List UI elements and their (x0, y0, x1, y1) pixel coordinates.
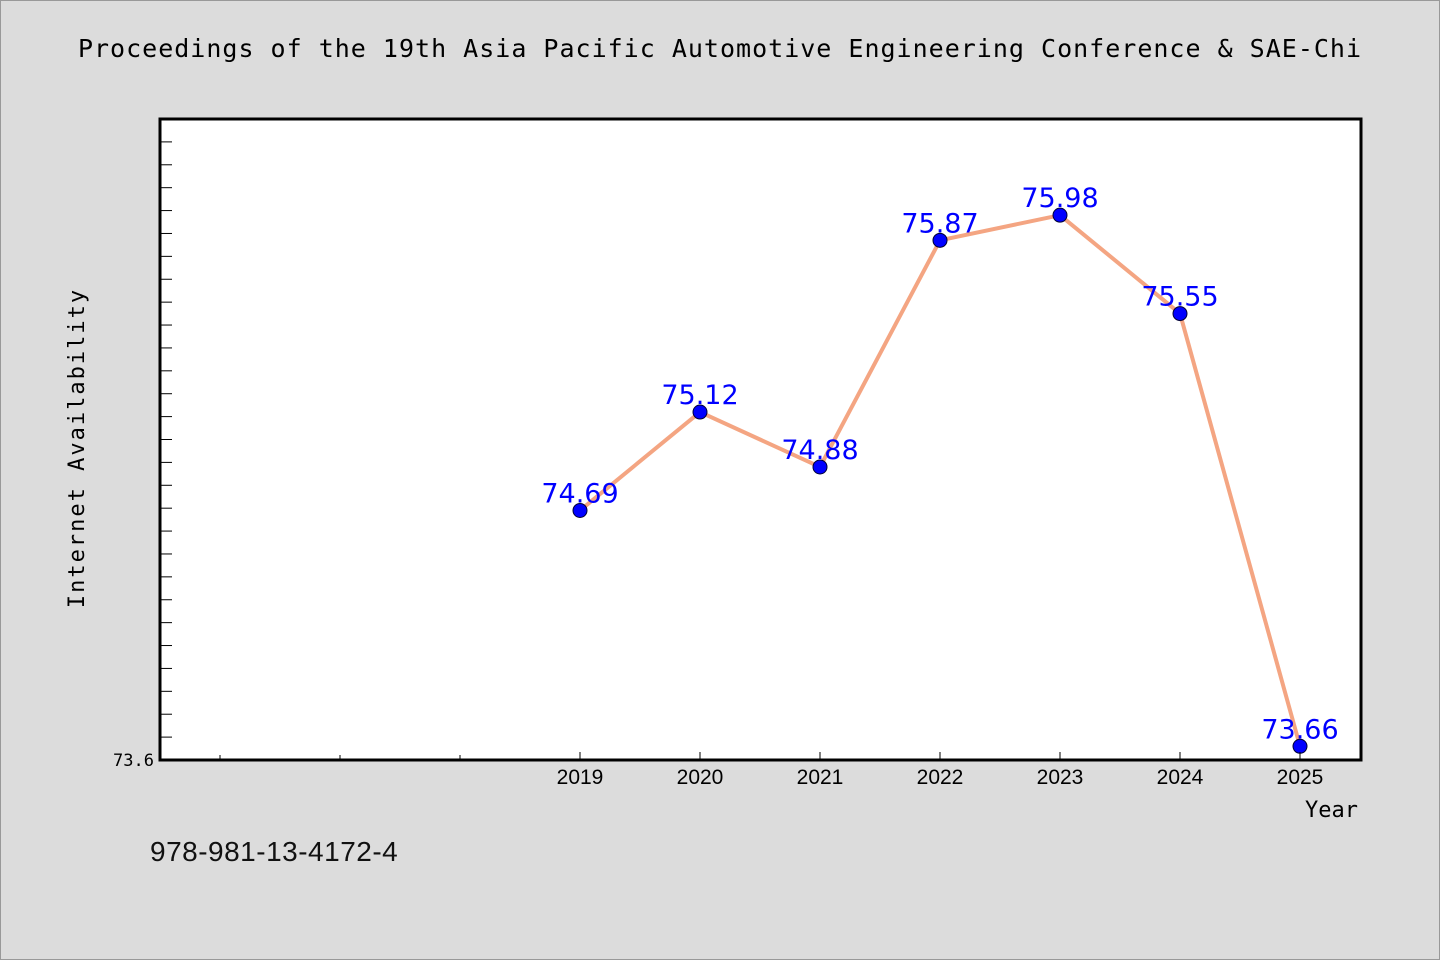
y-tick-label: 73.6 (113, 751, 154, 771)
plot-border (158, 117, 1363, 762)
data-point (812, 459, 828, 475)
series-layer: 74.69 75.12 74.88 75.87 75.98 75.55 73.66 (541, 183, 1339, 754)
data-label: 74.69 (541, 478, 618, 509)
data-label: 75.87 (901, 208, 978, 239)
x-tick-label: 2023 (1037, 766, 1084, 789)
x-tick-label: 2022 (917, 766, 964, 789)
data-label: 74.88 (781, 435, 858, 466)
data-label: 73.66 (1261, 714, 1338, 745)
x-tick-label: 2024 (1157, 766, 1204, 789)
data-point (1052, 207, 1068, 223)
x-axis-label: Year (1305, 798, 1358, 823)
x-tick-label: 2020 (677, 766, 724, 789)
data-point (692, 404, 708, 420)
ticks-layer: 2019 2020 2021 2022 2023 2024 2025 73.6 (113, 141, 1324, 789)
data-point (1172, 306, 1188, 322)
x-tick-label: 2025 (1277, 766, 1324, 789)
data-label: 75.98 (1021, 183, 1098, 214)
x-tick-label: 2019 (557, 766, 604, 789)
data-label: 75.12 (661, 380, 738, 411)
data-point (932, 232, 948, 248)
isbn-text: 978-981-13-4172-4 (150, 836, 399, 867)
data-point (572, 502, 588, 518)
data-label: 75.55 (1141, 282, 1218, 313)
y-axis-label: Internet Availability (65, 288, 90, 608)
x-tick-label: 2021 (797, 766, 844, 789)
chart-title: Proceedings of the 19th Asia Pacific Aut… (77, 34, 1363, 63)
